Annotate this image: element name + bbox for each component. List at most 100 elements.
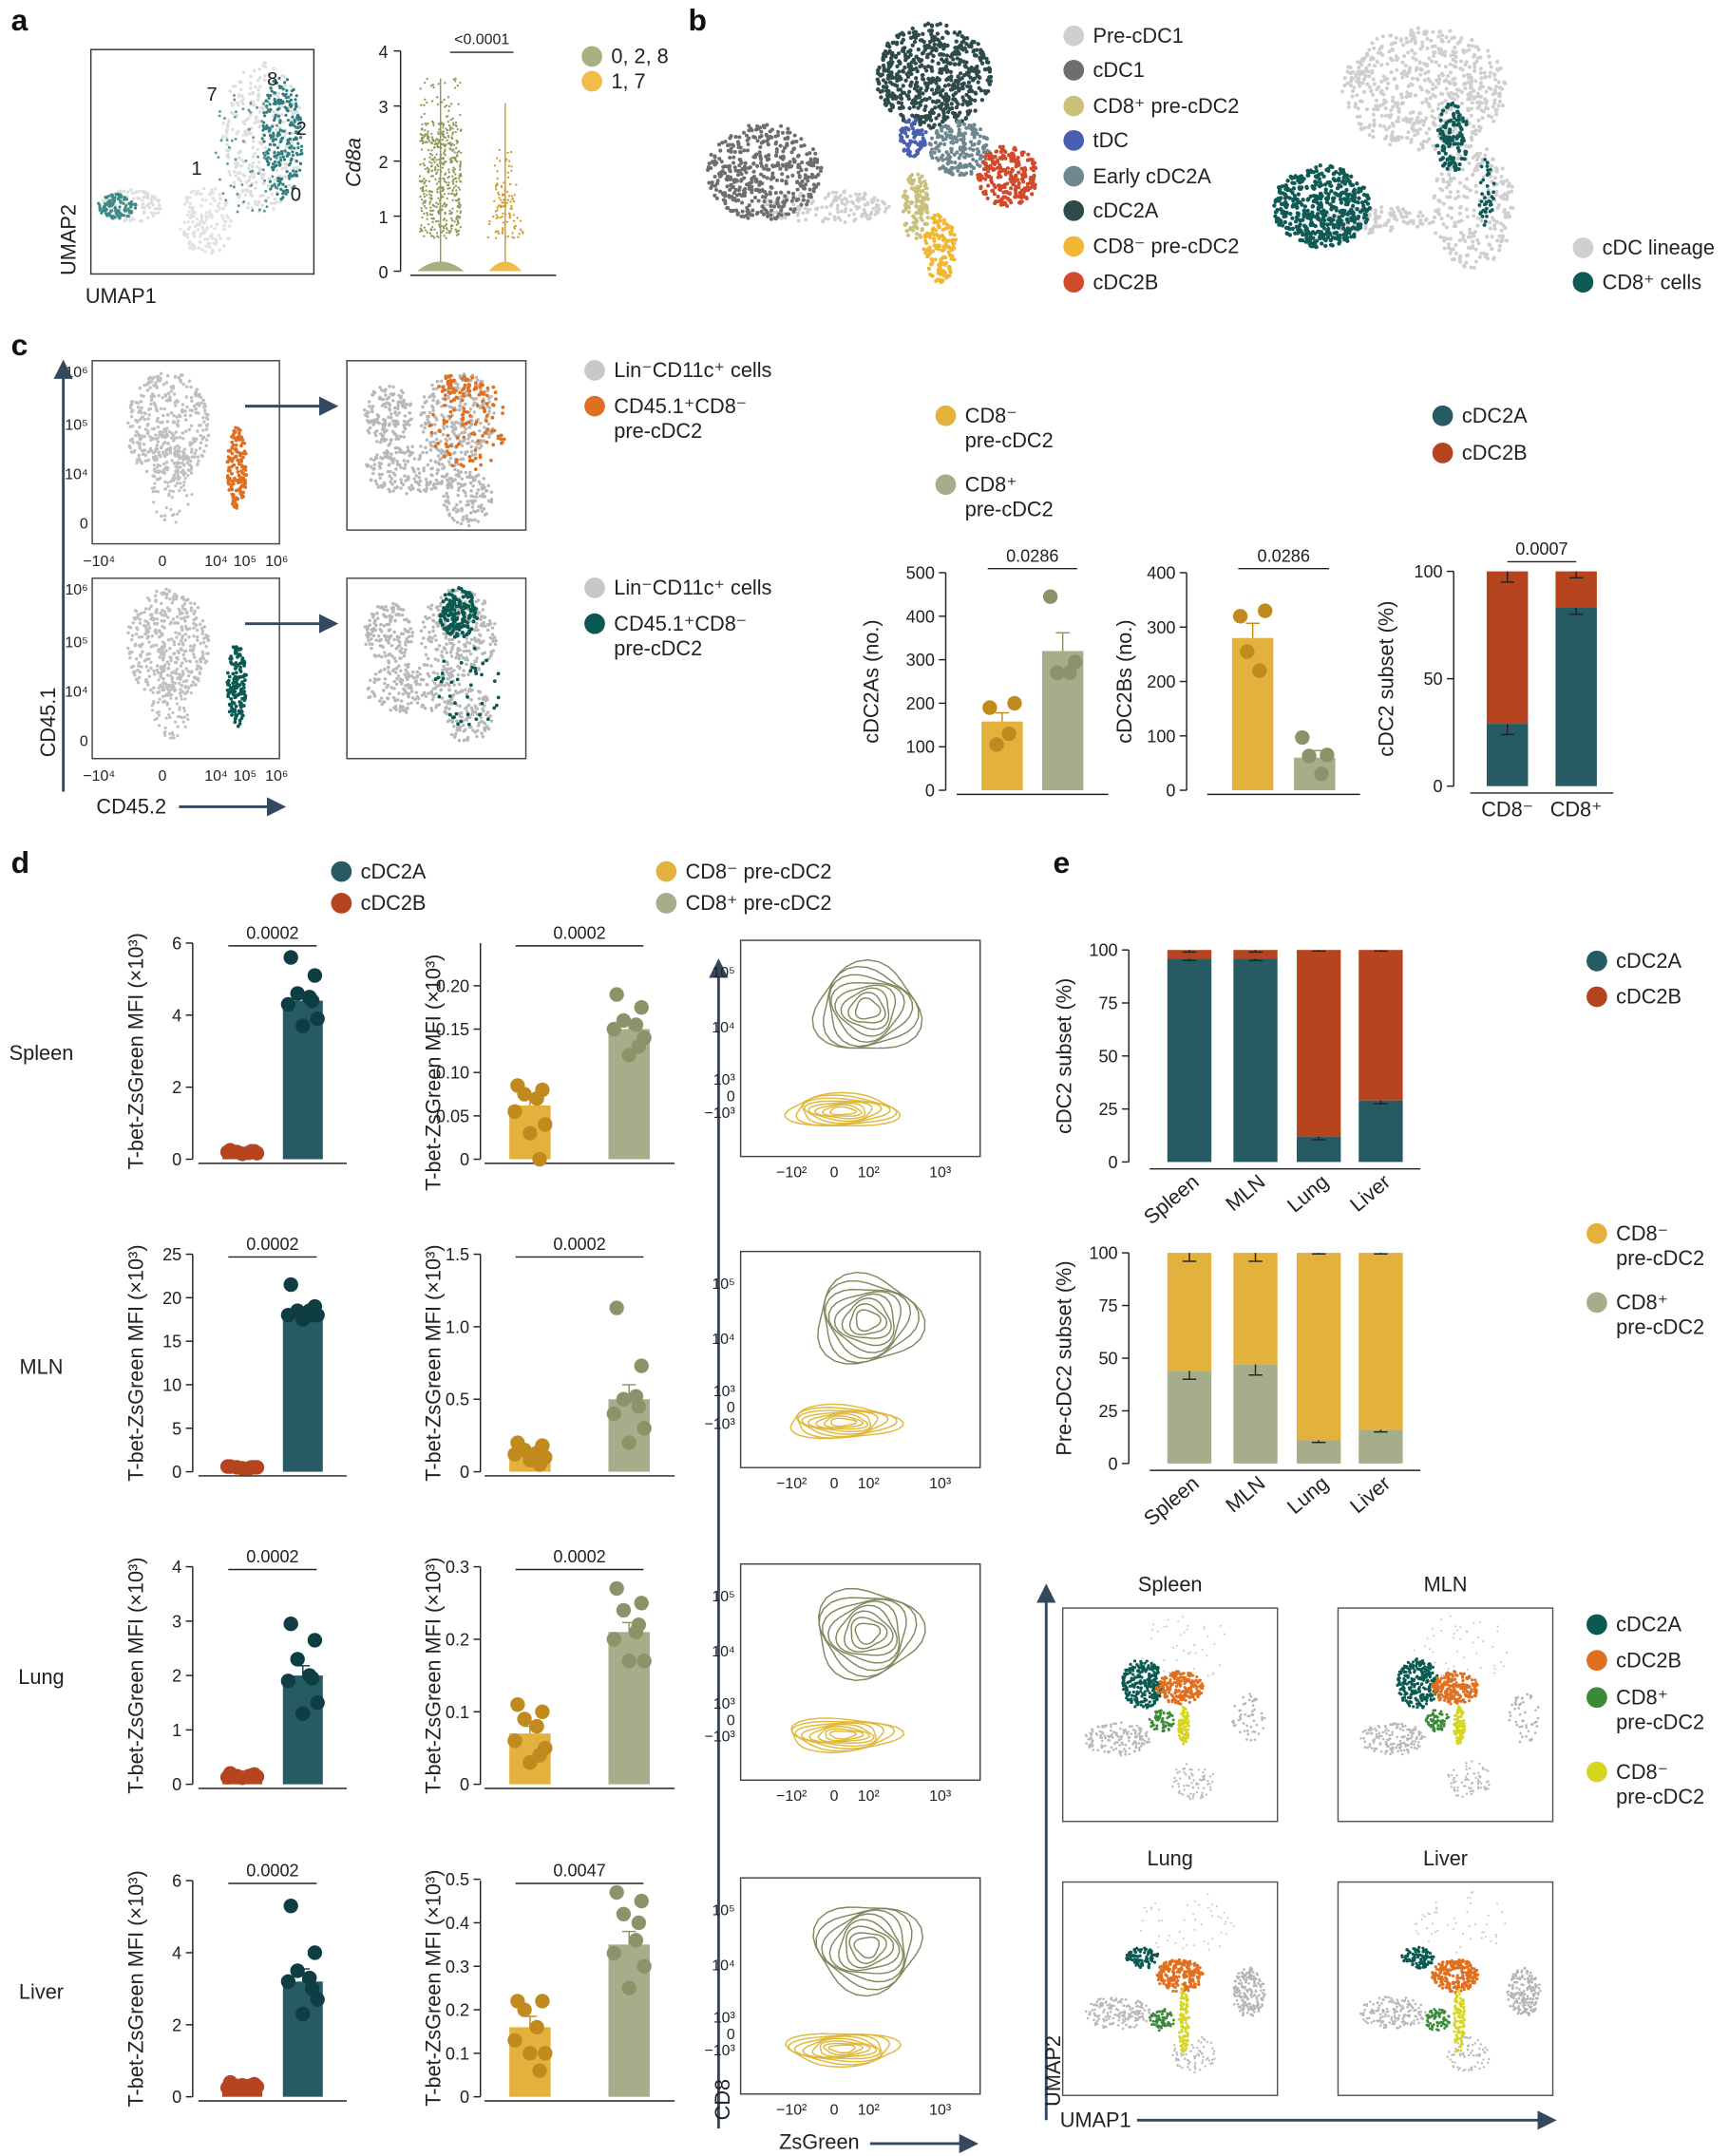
cell-dot [1431, 82, 1435, 86]
cell-dot [221, 134, 226, 139]
cell-dot [952, 257, 957, 262]
cell-dot [961, 39, 966, 44]
cell-dot [193, 224, 198, 229]
cell-dot [1016, 155, 1020, 161]
cell-dot [1352, 85, 1357, 90]
cell-dot [919, 180, 923, 185]
data-point [428, 156, 431, 159]
cell-dot [985, 78, 990, 83]
legend-label: CD8⁺ pre-cDC2 [1093, 94, 1240, 118]
cell-dot [766, 142, 770, 147]
cell-dot [1361, 77, 1366, 82]
cell-dot [899, 101, 904, 105]
cell-dot [275, 93, 279, 97]
cell-dot [210, 233, 215, 236]
cell-dot [1482, 70, 1487, 75]
data-point [452, 178, 455, 181]
expressing-cell-dot [272, 162, 276, 166]
cell-dot [1424, 29, 1429, 34]
cell-dot [1448, 190, 1453, 195]
cell-dot [853, 192, 858, 197]
data-point [457, 229, 461, 232]
cell-dot [791, 146, 796, 151]
data-point [443, 161, 446, 163]
data-point [435, 159, 438, 161]
data-point [456, 215, 459, 217]
expressing-cell-dot [251, 209, 255, 213]
expressing-cell-dot [266, 100, 270, 104]
cell-dot [1389, 206, 1394, 211]
data-point [453, 193, 457, 197]
cell-dot [1494, 85, 1499, 89]
cell-dot [191, 220, 195, 224]
cell-dot [932, 236, 937, 241]
cell-dot [804, 182, 808, 187]
data-point [427, 130, 429, 133]
expressing-cell-dot [271, 168, 275, 172]
expressing-cell-dot [285, 78, 290, 82]
cell-dot [1009, 200, 1014, 205]
cell-dot [906, 118, 911, 123]
cell-dot [1025, 158, 1031, 162]
data-point [501, 215, 504, 218]
cluster-label: 2 [296, 119, 307, 140]
cell-dot [1472, 214, 1476, 218]
data-point [445, 172, 447, 175]
cell-dot [1371, 92, 1376, 97]
data-point [495, 188, 498, 191]
cell-dot [770, 135, 774, 140]
expressing-cell-dot [275, 156, 278, 160]
data-point [448, 209, 451, 213]
data-point [453, 86, 457, 89]
cell-dot [1472, 265, 1476, 270]
cell-dot [1452, 64, 1456, 68]
cell-dot [193, 246, 197, 251]
cell-dot [1455, 156, 1460, 161]
cell-dot [852, 212, 856, 217]
cell-dot [783, 216, 788, 220]
cell-dot [928, 262, 934, 267]
cell-dot [945, 222, 950, 227]
data-point [428, 140, 430, 142]
cell-dot [1390, 99, 1396, 104]
y-axis-label: Cd8a [342, 138, 366, 187]
cell-dot [1491, 104, 1495, 109]
cell-dot [1389, 113, 1394, 118]
cell-dot [193, 235, 197, 238]
expressing-cell-dot [265, 123, 269, 127]
cell-dot [1469, 113, 1473, 118]
cell-dot [1452, 176, 1456, 180]
data-point [450, 224, 453, 227]
cell-dot [273, 198, 277, 201]
cell-dot [280, 74, 284, 78]
cell-dot [1505, 178, 1510, 182]
cell-dot [1466, 43, 1472, 47]
expressing-cell-dot [262, 125, 266, 129]
expressing-cell-dot [125, 214, 129, 218]
cell-dot [1406, 130, 1411, 135]
cell-dot [748, 165, 752, 170]
cell-dot [789, 199, 794, 203]
cell-dot [1459, 218, 1464, 223]
cell-dot [881, 85, 886, 89]
expressing-cell-dot [113, 216, 117, 219]
data-point [456, 127, 459, 131]
cell-dot [200, 232, 203, 236]
data-point [456, 155, 459, 158]
cell-dot [1481, 109, 1486, 114]
cell-dot [1399, 135, 1404, 140]
data-point [446, 203, 448, 206]
expressing-cell-dot [124, 206, 127, 210]
cell-dot [1393, 136, 1397, 141]
cell-dot [801, 194, 806, 199]
expressing-cell-dot [290, 123, 294, 127]
cell-dot [209, 236, 214, 239]
expressing-cell-dot [286, 109, 290, 113]
cell-dot [1446, 91, 1451, 96]
cell-dot [945, 109, 951, 115]
cell-dot [222, 244, 226, 248]
cell-dot [1384, 127, 1389, 132]
data-point [454, 121, 458, 124]
data-point [506, 235, 510, 238]
